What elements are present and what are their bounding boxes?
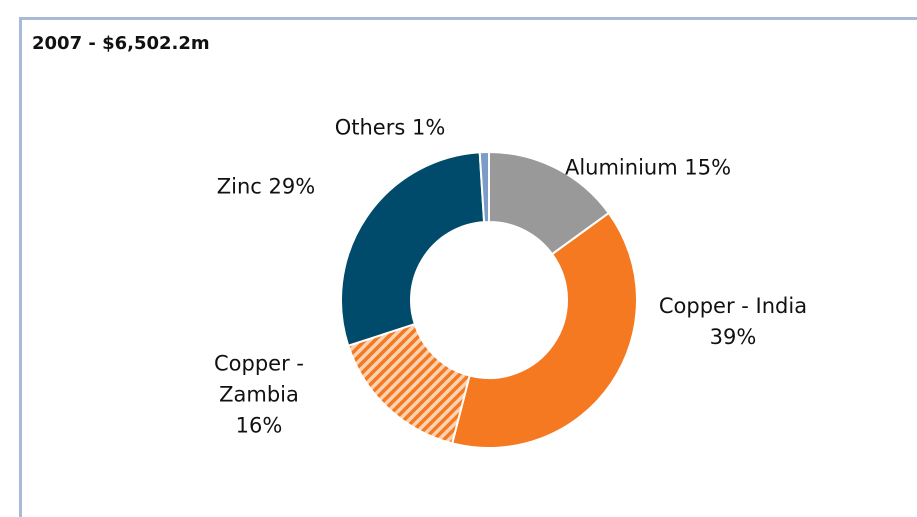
slice-label: Aluminium 15%: [563, 153, 733, 184]
donut-slice: [478, 150, 490, 224]
frame-border: [19, 17, 22, 517]
chart-title: 2007 - $6,502.2m: [32, 33, 210, 54]
value-label: 1%: [411, 115, 446, 140]
value-label: 15%: [684, 155, 732, 180]
slice-label: Others 1%: [290, 113, 490, 144]
frame-border: [19, 17, 917, 20]
donut-slice: [340, 151, 486, 347]
slice-label: Zinc 29%: [166, 172, 366, 203]
donut-slice: [450, 211, 638, 449]
category-label: Zinc: [216, 174, 262, 199]
value-label: 29%: [268, 174, 316, 199]
category-label: Copper - India: [658, 294, 808, 318]
value-label: 39%: [709, 325, 757, 349]
category-label: Copper - Zambia: [214, 351, 304, 407]
donut-slice: [346, 322, 471, 445]
slice-label: Copper - India 39%: [648, 291, 818, 353]
category-label: Others: [334, 115, 406, 140]
value-label: 16%: [235, 413, 283, 438]
slice-label: Copper - Zambia 16%: [199, 349, 319, 442]
category-label: Aluminium: [564, 155, 678, 180]
